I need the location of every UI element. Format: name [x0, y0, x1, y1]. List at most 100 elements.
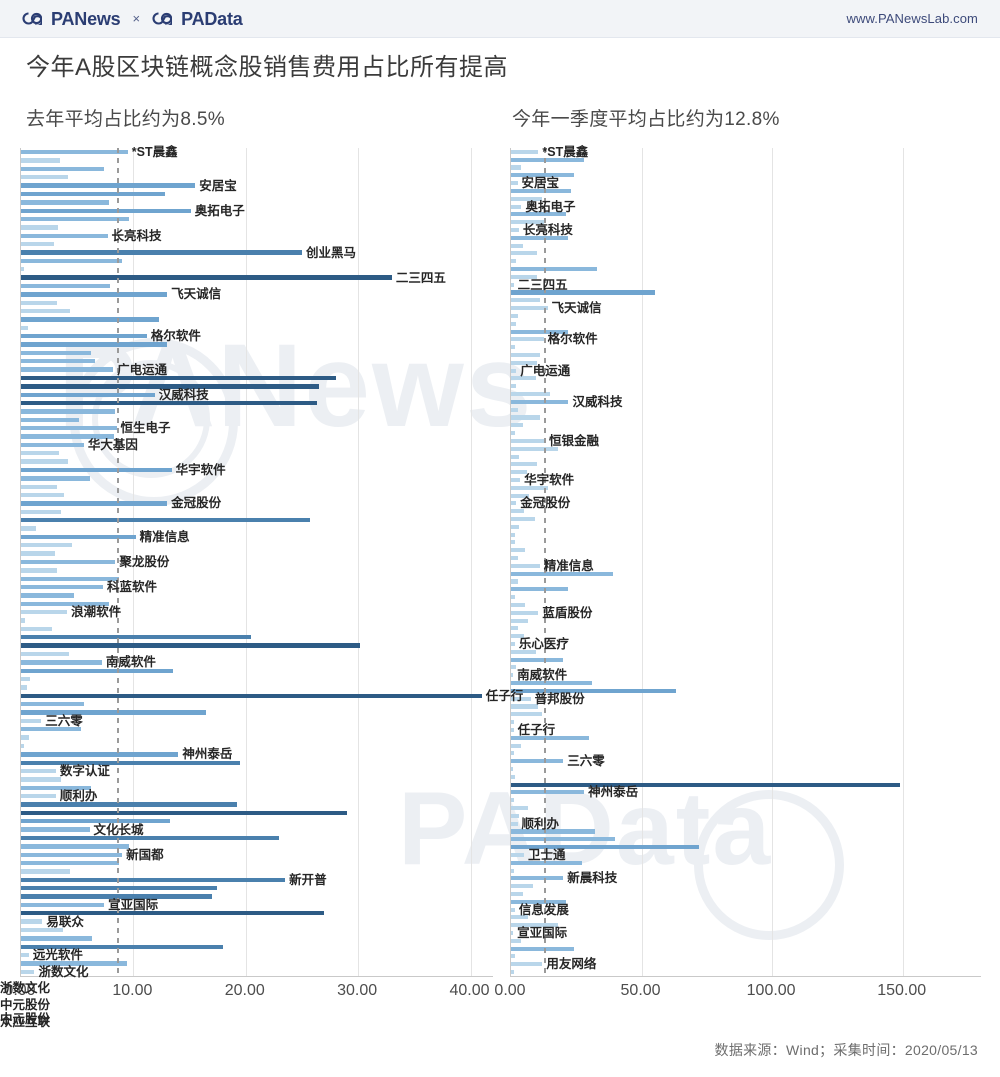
bar[interactable]: [511, 149, 539, 154]
bar[interactable]: [511, 970, 514, 975]
bar[interactable]: [21, 559, 116, 565]
bar[interactable]: [511, 931, 514, 936]
bar[interactable]: [21, 877, 286, 882]
bar[interactable]: [511, 610, 539, 615]
bar[interactable]: [21, 375, 336, 381]
bar[interactable]: [511, 290, 655, 295]
bar[interactable]: [21, 400, 317, 406]
bar[interactable]: [511, 243, 523, 248]
bar[interactable]: [21, 668, 173, 673]
bar[interactable]: [511, 282, 514, 287]
bar[interactable]: [511, 782, 901, 787]
bar[interactable]: [511, 384, 517, 389]
bar[interactable]: [511, 532, 515, 537]
bar[interactable]: [511, 657, 564, 662]
bar[interactable]: [21, 267, 25, 272]
bar[interactable]: [511, 360, 538, 365]
bar[interactable]: [511, 376, 536, 381]
bar[interactable]: [21, 827, 90, 832]
bar[interactable]: [511, 407, 518, 412]
bar[interactable]: [21, 635, 252, 640]
bar[interactable]: [21, 150, 128, 155]
bar[interactable]: [511, 727, 514, 732]
bar[interactable]: [21, 317, 160, 322]
bar[interactable]: [21, 242, 54, 247]
bar[interactable]: [511, 196, 543, 201]
bar[interactable]: [511, 962, 543, 967]
bar[interactable]: [511, 251, 538, 256]
bar[interactable]: [511, 345, 515, 350]
bar[interactable]: [21, 392, 155, 397]
bar[interactable]: [511, 774, 515, 779]
bar[interactable]: [21, 727, 81, 732]
bar[interactable]: [511, 696, 531, 701]
bar[interactable]: [21, 944, 224, 949]
bar[interactable]: [21, 191, 165, 197]
bar[interactable]: [511, 837, 616, 842]
bar[interactable]: [21, 426, 117, 431]
bar[interactable]: [511, 423, 523, 428]
bar[interactable]: [511, 641, 515, 647]
bar[interactable]: [21, 618, 26, 623]
bar[interactable]: [21, 936, 92, 941]
bar[interactable]: [511, 852, 525, 857]
bar[interactable]: [21, 359, 96, 364]
bar[interactable]: [21, 902, 105, 908]
bar[interactable]: [511, 602, 526, 607]
bar[interactable]: [511, 923, 558, 928]
bar[interactable]: [21, 292, 168, 297]
bar[interactable]: [511, 899, 566, 904]
bar[interactable]: [511, 813, 519, 818]
bar[interactable]: [21, 743, 25, 749]
bar[interactable]: [21, 777, 62, 782]
bar[interactable]: [21, 158, 61, 163]
bar[interactable]: [21, 233, 108, 238]
bar[interactable]: [511, 915, 528, 920]
bar[interactable]: [21, 484, 57, 489]
bar[interactable]: [21, 183, 196, 188]
bar[interactable]: [21, 718, 42, 724]
bar[interactable]: [511, 173, 574, 178]
bar[interactable]: [21, 409, 116, 414]
bar[interactable]: [21, 334, 147, 339]
bar[interactable]: [21, 300, 57, 305]
bar[interactable]: [21, 693, 482, 698]
bar[interactable]: [511, 212, 566, 217]
bar[interactable]: [511, 446, 558, 451]
bar[interactable]: [511, 235, 569, 240]
bar[interactable]: [511, 688, 676, 693]
bar[interactable]: [511, 556, 518, 561]
bar[interactable]: [21, 509, 62, 514]
bar[interactable]: [21, 518, 310, 523]
bar[interactable]: [21, 593, 74, 598]
bar[interactable]: [511, 431, 515, 436]
bar[interactable]: [21, 367, 114, 372]
bar[interactable]: [511, 399, 569, 404]
bar[interactable]: [21, 835, 280, 841]
bar[interactable]: [511, 220, 544, 225]
bar[interactable]: [511, 337, 544, 342]
bar[interactable]: [511, 392, 551, 397]
bar[interactable]: [21, 175, 69, 180]
bar[interactable]: [21, 459, 69, 464]
bar[interactable]: [511, 306, 548, 311]
bar[interactable]: [21, 643, 361, 648]
bar[interactable]: [511, 227, 519, 233]
bar[interactable]: [21, 568, 57, 573]
bar[interactable]: [511, 493, 530, 498]
bar[interactable]: [511, 673, 514, 678]
bar[interactable]: [21, 802, 237, 807]
bar[interactable]: [21, 626, 53, 632]
bar[interactable]: [21, 534, 136, 540]
bar[interactable]: [21, 919, 43, 924]
bar[interactable]: [511, 313, 518, 318]
bar[interactable]: [511, 509, 525, 514]
bar[interactable]: [21, 258, 123, 264]
bar[interactable]: [21, 250, 302, 255]
bar[interactable]: [21, 660, 102, 665]
bar[interactable]: [511, 477, 521, 482]
bar[interactable]: [21, 810, 347, 816]
bar[interactable]: [21, 283, 110, 289]
bar[interactable]: [511, 759, 564, 764]
bar[interactable]: [511, 907, 515, 912]
